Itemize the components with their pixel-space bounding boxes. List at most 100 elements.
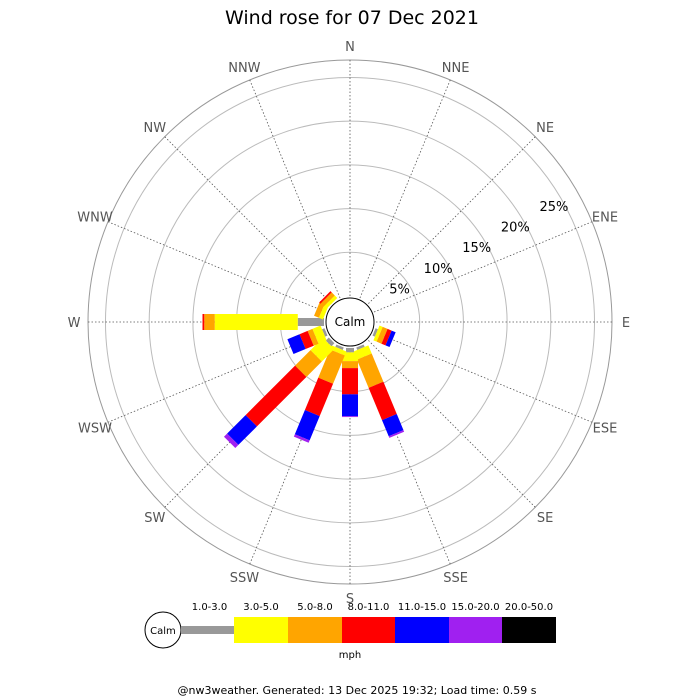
wind-rose-bars (202, 291, 405, 449)
calm-center: Calm (325, 297, 375, 347)
legend-bin-label: 11.0-15.0 (398, 602, 446, 613)
direction-label-nnw: NNW (228, 61, 260, 76)
speed-legend: Calm 1.0-3.0 3.0-5.0 5.0-8.0 8.0-11.0 11.0-15… (144, 602, 556, 661)
direction-label-sw: SW (144, 511, 165, 526)
bar-ese (372, 325, 396, 348)
direction-label-se: SE (537, 511, 553, 526)
percent-label: 25% (539, 200, 568, 215)
bar-wsw (287, 325, 328, 355)
legend-unit: mph (339, 650, 361, 661)
direction-spoke (373, 221, 593, 313)
bar-segment (342, 361, 358, 369)
bar-segment (312, 325, 327, 344)
direction-label-nw: NW (144, 121, 167, 136)
bar-segment (373, 325, 383, 342)
direction-spoke (373, 331, 593, 423)
direction-spoke (359, 79, 451, 299)
bar-segment (346, 348, 354, 353)
bar-segment (323, 295, 338, 310)
legend-bin-label: 20.0-50.0 (505, 602, 553, 613)
direction-spoke (249, 79, 341, 299)
direction-label-nne: NNE (442, 61, 470, 76)
bar-segment (287, 334, 306, 355)
bar-s (342, 348, 358, 418)
bar-segment (202, 314, 205, 330)
grid-circle (104, 76, 596, 568)
bar-segment (388, 430, 405, 438)
legend-swatch (181, 626, 234, 634)
bar-segment (353, 345, 372, 360)
bar-segment (295, 350, 322, 377)
bar-segment (307, 328, 319, 346)
bar-segment (214, 314, 298, 330)
bar-segment (342, 352, 358, 362)
direction-label-ese: ESE (593, 422, 618, 437)
direction-label-wsw: WSW (78, 422, 112, 437)
direction-label-w: W (68, 316, 81, 331)
legend-swatch (234, 617, 288, 643)
direction-label-wnw: WNW (77, 210, 113, 225)
legend-calm-label: Calm (150, 626, 176, 637)
footer-text: @nw3weather. Generated: 13 Dec 2025 19:3… (178, 684, 537, 697)
bar-segment (322, 328, 328, 337)
bar-w (202, 314, 324, 330)
direction-spoke (368, 340, 536, 508)
direction-spoke (368, 136, 536, 304)
direction-label-e: E (622, 316, 630, 331)
legend-swatch (288, 617, 342, 643)
direction-label-s: S (346, 592, 354, 607)
bar-segment (297, 318, 324, 326)
bar-segment (342, 394, 358, 417)
bar-segment (381, 414, 404, 437)
bar-segment (368, 381, 397, 421)
bar-segment (223, 433, 239, 449)
legend-swatch (502, 617, 556, 643)
percent-labels: 5% 10% 15% 20% 25% (389, 200, 568, 297)
bar-segment (227, 415, 257, 445)
percent-label: 15% (462, 241, 491, 256)
calm-label: Calm (335, 315, 366, 329)
bar-segment (245, 365, 307, 427)
bar-segment (299, 330, 314, 350)
legend-bin-label: 5.0-8.0 (297, 602, 332, 613)
bar-ssw (293, 344, 347, 443)
bar-sse (353, 344, 405, 438)
direction-label-ene: ENE (592, 210, 618, 225)
bar-segment (329, 345, 347, 356)
bar-segment (335, 344, 344, 350)
legend-bin-label: 1.0-3.0 (192, 602, 227, 613)
grid-circle (148, 120, 552, 524)
bar-segment (204, 314, 215, 330)
bar-segment (318, 349, 345, 384)
bar-sw (223, 337, 335, 449)
direction-label-sse: SSE (443, 571, 468, 586)
bar-segment (385, 330, 396, 348)
bar-segment (319, 291, 332, 304)
bar-segment (381, 328, 392, 346)
bar-segment (320, 292, 335, 307)
bar-segment (342, 416, 358, 418)
direction-spoke (107, 221, 327, 313)
bar-nw (319, 291, 338, 310)
percent-label: 5% (389, 282, 410, 297)
bar-segment (376, 326, 388, 344)
legend-bin-label: 3.0-5.0 (243, 602, 278, 613)
direction-label-n: N (345, 40, 355, 55)
legend-swatch (395, 617, 449, 643)
legend-bin-label: 15.0-20.0 (451, 602, 499, 613)
direction-label-ssw: SSW (230, 571, 260, 586)
bar-segment (372, 328, 378, 337)
bar-segment (304, 377, 334, 417)
direction-labels: N NNE NE ENE E ESE SE SSE S SSW SW WSW W WNW NW NNW (68, 40, 631, 607)
direction-label-ne: NE (536, 121, 554, 136)
bar-segment (294, 409, 320, 441)
legend-swatch (342, 617, 395, 643)
calm-circle (325, 297, 375, 347)
legend-swatch (449, 617, 502, 643)
percent-label: 10% (424, 262, 453, 277)
bar-segment (356, 353, 384, 388)
bar-segment (325, 337, 335, 347)
bar-segment (356, 344, 365, 350)
grid-circle (192, 164, 508, 480)
